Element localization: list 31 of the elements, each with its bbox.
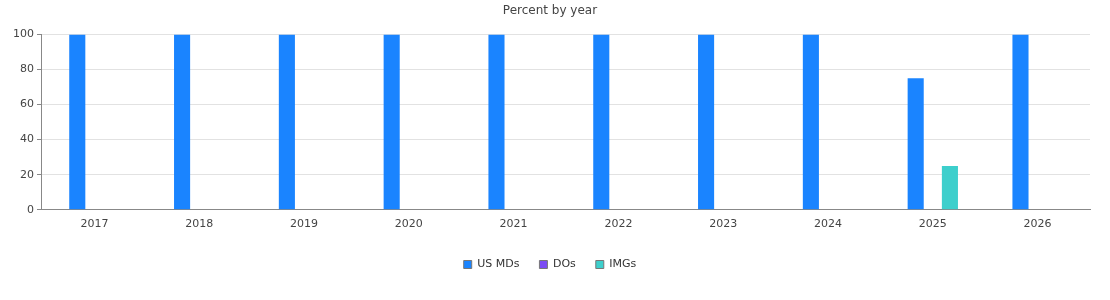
x-tick-label: 2022 xyxy=(604,217,633,231)
bar xyxy=(488,34,505,210)
x-tick-label: 2021 xyxy=(499,217,528,231)
legend-label: IMGs xyxy=(609,257,637,271)
bar xyxy=(907,78,924,210)
y-tick-label: 40 xyxy=(20,132,34,146)
y-tick-label: 20 xyxy=(20,167,34,181)
y-tick-label: 0 xyxy=(27,202,34,216)
chart-title: Percent by year xyxy=(502,3,598,18)
bar xyxy=(383,34,400,210)
y-tick-label: 60 xyxy=(20,97,34,111)
x-tick-label: 2024 xyxy=(814,217,842,231)
x-tick-label: 2026 xyxy=(1023,217,1052,231)
x-tick-label: 2018 xyxy=(185,217,214,231)
legend-label: US MDs xyxy=(477,257,520,271)
bar xyxy=(941,165,958,210)
x-tick-label: 2017 xyxy=(80,217,109,231)
bar xyxy=(69,34,86,210)
x-tick-label: 2023 xyxy=(709,217,738,231)
bar xyxy=(174,34,191,210)
x-tick-label: 2020 xyxy=(394,217,423,231)
bar xyxy=(278,34,295,210)
x-tick-label: 2019 xyxy=(290,217,318,231)
bar xyxy=(1012,34,1029,210)
y-tick-label: 80 xyxy=(20,62,34,76)
legend-label: DOs xyxy=(552,257,577,271)
x-tick-label: 2025 xyxy=(918,217,947,231)
bar xyxy=(802,34,819,210)
bar xyxy=(593,34,610,210)
bar xyxy=(698,34,715,210)
y-tick-label: 100 xyxy=(13,27,34,41)
